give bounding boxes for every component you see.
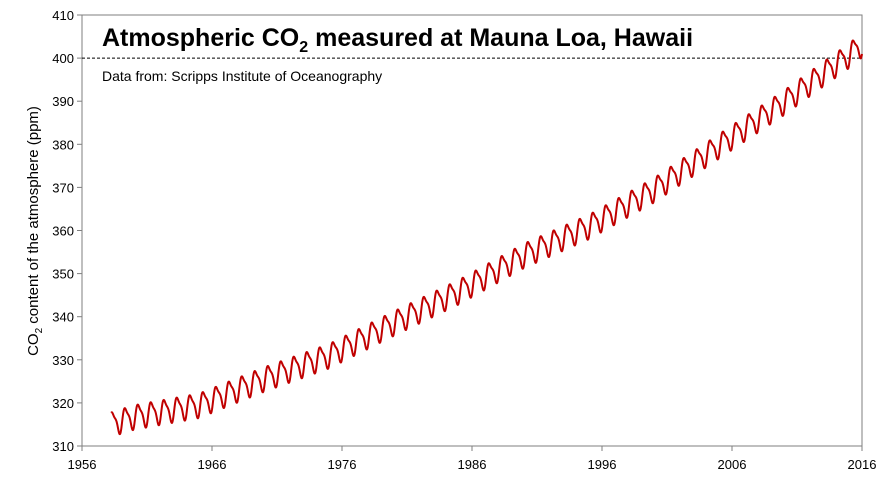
y-tick-label: 410 xyxy=(52,8,74,23)
x-axis: 1956 1966 1976 1986 1996 2006 2016 xyxy=(68,446,877,472)
y-tick-label: 330 xyxy=(52,353,74,368)
chart-subtitle: Data from: Scripps Institute of Oceanogr… xyxy=(102,68,382,84)
y-tick-label: 400 xyxy=(52,51,74,66)
co2-series-line xyxy=(110,39,863,436)
x-tick-label: 2016 xyxy=(848,457,877,472)
x-tick-label: 2006 xyxy=(718,457,747,472)
y-tick-label: 360 xyxy=(52,224,74,239)
y-tick-label: 320 xyxy=(52,396,74,411)
y-tick-label: 350 xyxy=(52,267,74,282)
y-tick-label: 370 xyxy=(52,180,74,195)
x-tick-label: 1986 xyxy=(458,457,487,472)
y-tick-label: 380 xyxy=(52,137,74,152)
x-tick-label: 1976 xyxy=(328,457,357,472)
y-axis: 310 320 330 340 350 360 370 380 390 400 410 xyxy=(52,8,82,454)
y-tick-label: 340 xyxy=(52,310,74,325)
x-tick-label: 1956 xyxy=(68,457,97,472)
y-tick-label: 390 xyxy=(52,94,74,109)
x-tick-label: 1996 xyxy=(588,457,617,472)
chart-title: Atmospheric CO2 measured at Mauna Loa, H… xyxy=(102,24,693,56)
y-axis-label: CO2 content of the atmosphere (ppm) xyxy=(25,106,45,356)
x-tick-label: 1966 xyxy=(198,457,227,472)
y-tick-label: 310 xyxy=(52,439,74,454)
